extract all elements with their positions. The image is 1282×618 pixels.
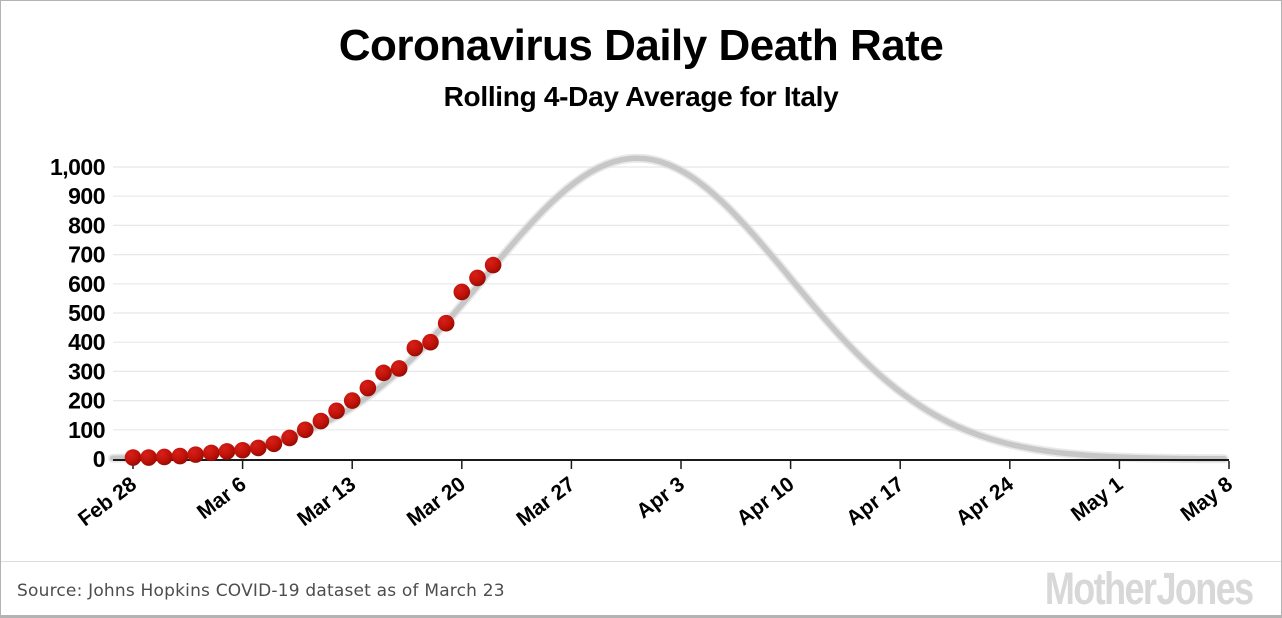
y-tick-label: 800 (68, 212, 105, 238)
caption-divider (1, 561, 1281, 562)
x-tick-label: Mar 6 (193, 473, 251, 524)
y-tick-label: 200 (68, 388, 105, 414)
x-tick-label: May 8 (1177, 472, 1238, 526)
data-point (422, 333, 439, 351)
x-tick-label: May 1 (1067, 472, 1128, 526)
data-point (437, 314, 455, 332)
data-point (124, 449, 142, 466)
x-tick-label: Apr 10 (733, 473, 799, 531)
data-point (343, 392, 361, 409)
y-tick-label: 700 (68, 242, 105, 268)
chart-subtitle: Rolling 4-Day Average for Italy (443, 81, 839, 112)
data-point (187, 446, 204, 463)
data-point (296, 421, 314, 439)
data-point (249, 439, 267, 457)
data-point (140, 449, 157, 466)
data-point (234, 441, 251, 459)
motherjones-logo: Mother Jones (1045, 563, 1254, 614)
data-point (406, 339, 424, 357)
data-point (281, 429, 298, 447)
x-tick-label: Apr 24 (952, 472, 1018, 530)
y-tick-label: 0 (93, 446, 105, 472)
data-point (202, 444, 220, 462)
x-tick-label: Mar 13 (293, 473, 360, 531)
x-tick-label: Mar 27 (512, 473, 579, 531)
data-point (171, 447, 189, 465)
y-tick-label: 900 (68, 183, 105, 209)
data-point (484, 256, 502, 274)
y-tick-label: 400 (68, 329, 105, 355)
projection-curve-halo (108, 153, 1229, 464)
data-point (328, 402, 345, 420)
y-tick-label: 500 (68, 300, 105, 326)
projection-curve (109, 155, 1228, 462)
x-tick-label: Apr 3 (632, 473, 689, 524)
data-point (265, 435, 283, 453)
data-point (469, 269, 486, 287)
y-tick-label: 600 (68, 271, 105, 297)
x-tick-label: Apr 17 (842, 473, 908, 531)
y-tick-label: 100 (68, 417, 105, 443)
y-tick-label: 1,000 (50, 154, 105, 180)
source-note: Source: Johns Hopkins COVID-19 dataset a… (17, 581, 505, 601)
data-point (312, 412, 330, 430)
x-tick-label: Mar 20 (403, 473, 470, 531)
data-point (375, 364, 392, 382)
data-point (390, 360, 408, 377)
data-point (453, 283, 471, 301)
chart-title: Coronavirus Daily Death Rate (338, 21, 944, 70)
y-tick-label: 300 (68, 358, 105, 384)
data-point (359, 379, 377, 397)
data-point (156, 448, 173, 466)
data-point (218, 443, 236, 460)
x-tick-label: Feb 28 (74, 472, 141, 531)
